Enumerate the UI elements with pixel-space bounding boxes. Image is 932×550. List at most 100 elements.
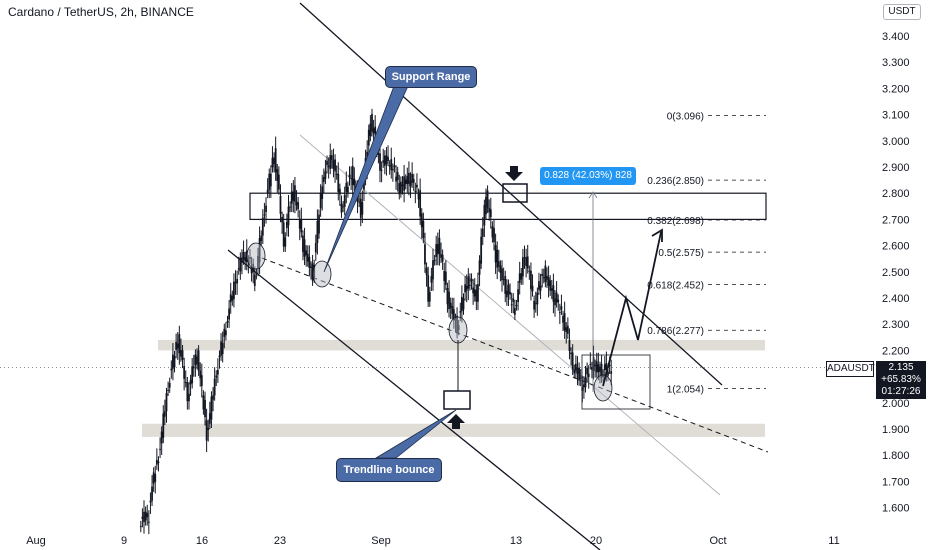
candle-body [557, 299, 560, 303]
candle-body [401, 184, 404, 187]
candle-body [600, 363, 603, 378]
candle-body [218, 355, 221, 358]
candle-body [282, 222, 285, 247]
candle-body [396, 172, 399, 181]
candle-body [550, 288, 553, 291]
candle-body [388, 165, 391, 167]
candle-body [408, 172, 410, 184]
candle-body [220, 341, 222, 356]
candle-body [249, 257, 251, 259]
candle-body [554, 298, 556, 306]
measure-arrowhead [588, 191, 598, 199]
down-arrow-icon [505, 166, 523, 181]
candle-body [528, 270, 531, 272]
candle-body [228, 308, 231, 320]
candle-body [491, 226, 494, 238]
candle-body [414, 191, 417, 193]
candle-body [610, 371, 613, 374]
candle-body [173, 356, 176, 368]
projection-arrowhead [651, 228, 663, 242]
candle-body [255, 273, 258, 275]
fib-label: 0.786(2.277) [647, 326, 704, 337]
candle-body [141, 516, 144, 519]
candle-body [574, 363, 577, 371]
candle-body [298, 218, 301, 229]
candle-body [287, 206, 290, 226]
candle-body [197, 350, 200, 371]
candle-body [525, 257, 528, 266]
candle-body [334, 159, 336, 172]
candle-body [462, 298, 465, 310]
candle-body [552, 285, 555, 302]
candle-body [310, 266, 312, 268]
candle-body [523, 257, 526, 259]
candle-body [457, 325, 460, 330]
candle-body [196, 356, 198, 365]
candle-body [570, 352, 572, 355]
candle-body [180, 350, 182, 357]
candle-body [273, 157, 275, 165]
x-tick-label: Oct [709, 535, 726, 547]
candle-body [446, 287, 449, 305]
candle-body [253, 274, 256, 286]
mid-support-zone [158, 339, 765, 351]
candle-body [595, 361, 598, 373]
lower-support-zone [142, 423, 765, 437]
candle-body [316, 220, 319, 243]
candle-body [305, 250, 308, 256]
candle-body [181, 350, 184, 360]
y-tick-label: 2.400 [882, 293, 910, 305]
candle-body [435, 244, 438, 257]
candle-body [597, 364, 600, 372]
candle-body [237, 268, 240, 270]
candle-body [172, 354, 174, 369]
candle-body [448, 291, 450, 310]
candle-body [496, 249, 499, 268]
y-tick-label: 3.300 [882, 57, 910, 69]
candle-body [269, 173, 272, 187]
resistance-range-box [249, 192, 767, 220]
candle-body [594, 364, 597, 367]
candle-body [233, 281, 235, 300]
candle-body [513, 308, 516, 315]
candle-body [518, 273, 521, 283]
y-tick-label: 2.200 [882, 345, 910, 357]
candle-body [546, 275, 548, 280]
candle-body [472, 287, 475, 294]
candle-body [583, 384, 585, 388]
candle-body [512, 298, 515, 302]
candle-body [327, 165, 330, 167]
candle-body [338, 188, 341, 195]
candle-body [189, 380, 192, 385]
candle-body [412, 179, 415, 183]
fib-label: 0.236(2.850) [647, 176, 704, 187]
touch-ellipse [312, 260, 332, 288]
price-tag-price: 2.135 [888, 362, 914, 373]
candle-body [289, 206, 292, 208]
candle-body [224, 330, 227, 336]
candle-body [146, 513, 149, 518]
candle-body [489, 209, 492, 218]
candle-body [520, 273, 523, 280]
candle-body [348, 174, 351, 178]
candle-body [480, 236, 483, 264]
candle-body [167, 389, 169, 391]
candle-body [505, 290, 508, 298]
candle-body [422, 220, 425, 239]
support-range-callout: Support Range [385, 66, 477, 88]
candle-body [607, 371, 609, 376]
currency-label[interactable]: USDT [883, 4, 921, 20]
candle-body [436, 244, 439, 254]
candle-body [239, 257, 242, 272]
candle-body [308, 256, 311, 268]
candle-body [250, 268, 253, 274]
candle-body [395, 176, 397, 182]
candle-body [497, 261, 500, 267]
fib-label: 0.618(2.452) [647, 280, 704, 291]
candle-body [454, 318, 457, 321]
candle-body [241, 257, 243, 263]
fib-label: 1(2.054) [667, 385, 704, 396]
candle-body [398, 183, 401, 195]
candle-body [425, 267, 428, 276]
candle-body [350, 177, 353, 179]
